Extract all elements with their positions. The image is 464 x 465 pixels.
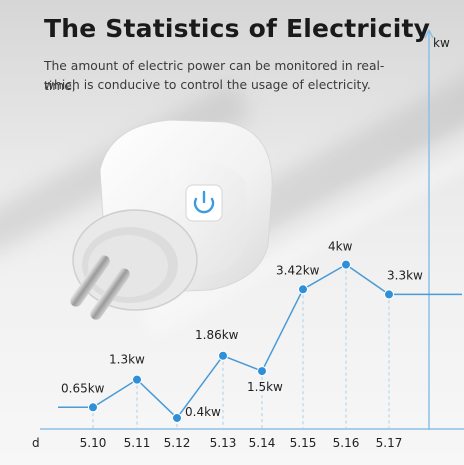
x-axis-label: d — [32, 436, 40, 450]
data-point — [341, 259, 351, 270]
plug-pins — [70, 255, 130, 320]
subtitle-line-1: The amount of electric power can be moni… — [44, 59, 385, 93]
y-axis-arrow-right — [428, 29, 434, 39]
data-label: 1.5kw — [247, 380, 283, 394]
power-icon — [185, 184, 223, 222]
x-tick-label: 5.11 — [124, 436, 151, 450]
data-point — [384, 289, 394, 300]
data-point — [298, 284, 308, 295]
data-label: 1.86kw — [195, 328, 239, 342]
x-tick-label: 5.14 — [249, 436, 276, 450]
x-tick-label: 5.17 — [376, 436, 403, 450]
data-label: 1.3kw — [109, 353, 145, 367]
data-point — [88, 402, 98, 413]
y-axis-label: kw — [433, 36, 450, 50]
data-point — [132, 374, 142, 385]
series-line — [58, 263, 462, 420]
data-label: 3.3kw — [387, 268, 423, 282]
data-label: 4kw — [328, 240, 353, 254]
page-title: The Statistics of Electricity — [44, 14, 431, 43]
data-label: 0.4kw — [185, 405, 221, 419]
x-tick-label: 5.13 — [210, 436, 237, 450]
y-axis-arrow-left — [424, 29, 430, 39]
subtitle-line-2: which is conducive to control the usage … — [44, 78, 371, 92]
data-label: 0.65kw — [61, 381, 105, 395]
x-tick-label: 5.16 — [333, 436, 360, 450]
data-label: 3.42kw — [276, 263, 320, 277]
data-point — [172, 412, 182, 423]
x-tick-label: 5.12 — [164, 436, 191, 450]
smart-plug-image — [70, 119, 273, 320]
data-point — [257, 366, 267, 377]
x-tick-label: 5.15 — [290, 436, 317, 450]
data-point — [218, 350, 228, 361]
x-tick-label: 5.10 — [80, 436, 107, 450]
